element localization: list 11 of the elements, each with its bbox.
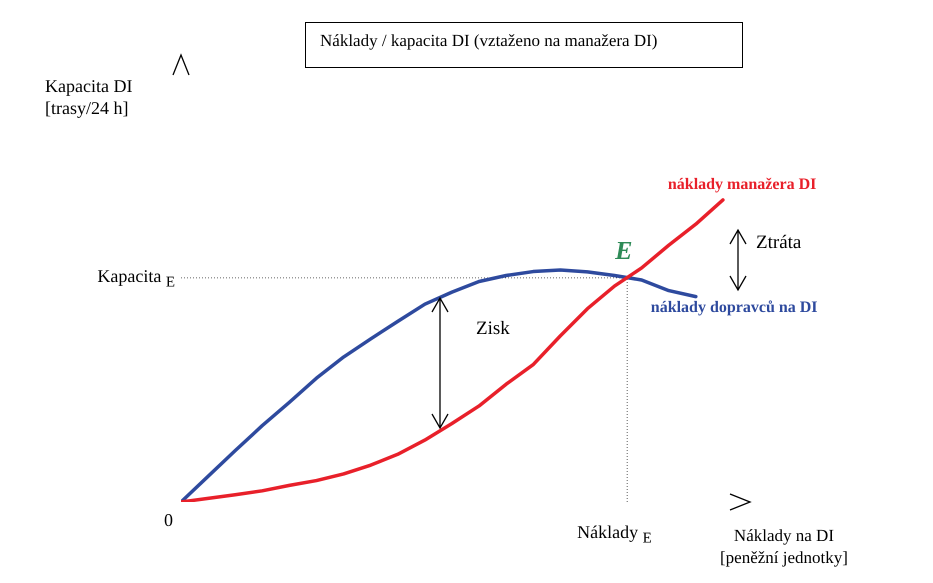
series-label: náklady manažera DI bbox=[668, 176, 816, 194]
annotation: Zisk bbox=[476, 318, 510, 340]
x-axis-title: Náklady na DI [peněžní jednotky] bbox=[720, 525, 848, 569]
annotation: Ztráta bbox=[756, 232, 802, 254]
chart-title: Náklady / kapacita DI (vztaženo na manažera DI) bbox=[305, 22, 743, 68]
text: Náklady $_{E}$ bbox=[577, 522, 652, 548]
ref-line-label: Kapacita $_{E}$ bbox=[97, 266, 175, 292]
y-axis-title: Kapacita DI [trasy/24 h] bbox=[45, 75, 132, 119]
text: 0 bbox=[164, 510, 173, 531]
series-label: náklady dopravců na DI bbox=[650, 298, 818, 317]
annotation: E bbox=[615, 236, 632, 266]
